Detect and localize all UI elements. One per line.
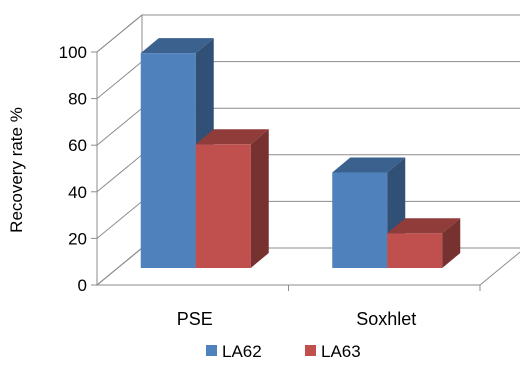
x-tick-label-soxhlet: Soxhlet xyxy=(356,309,416,329)
bar-top xyxy=(195,129,269,145)
bar-top xyxy=(140,38,214,54)
bar-top xyxy=(332,157,406,173)
legend-swatch-la62 xyxy=(206,345,217,356)
bar-front xyxy=(140,53,196,268)
bar-side xyxy=(442,218,461,268)
legend-swatch-la63 xyxy=(305,345,316,356)
axes xyxy=(91,51,481,291)
y-tick-label-40: 40 xyxy=(68,183,87,202)
legend-label-la63: LA63 xyxy=(321,342,361,361)
y-tick-label-80: 80 xyxy=(68,90,87,109)
bar-la63-soxhlet xyxy=(387,218,461,268)
y-tick-label-100: 100 xyxy=(59,43,87,62)
bar-la63-pse xyxy=(195,129,269,268)
y-tick-label-0: 0 xyxy=(78,276,87,295)
bar-front xyxy=(195,144,251,268)
bar-front xyxy=(387,233,443,268)
gridline-100 xyxy=(96,14,520,53)
bar-top xyxy=(387,218,461,234)
y-axis-title: Recovery rate % xyxy=(7,107,26,233)
legend-label-la62: LA62 xyxy=(222,342,262,361)
y-tick-label-20: 20 xyxy=(68,229,87,248)
x-tick-label-pse: PSE xyxy=(177,309,213,329)
legend: LA62 LA63 xyxy=(206,342,361,361)
axis-labels: 0 20 40 60 80 100 PSE Soxhlet xyxy=(59,43,417,329)
bar-side xyxy=(250,129,269,268)
side-wall xyxy=(96,13,143,287)
bar-front xyxy=(332,172,388,268)
y-tick-label-60: 60 xyxy=(68,136,87,155)
bars xyxy=(140,38,461,268)
